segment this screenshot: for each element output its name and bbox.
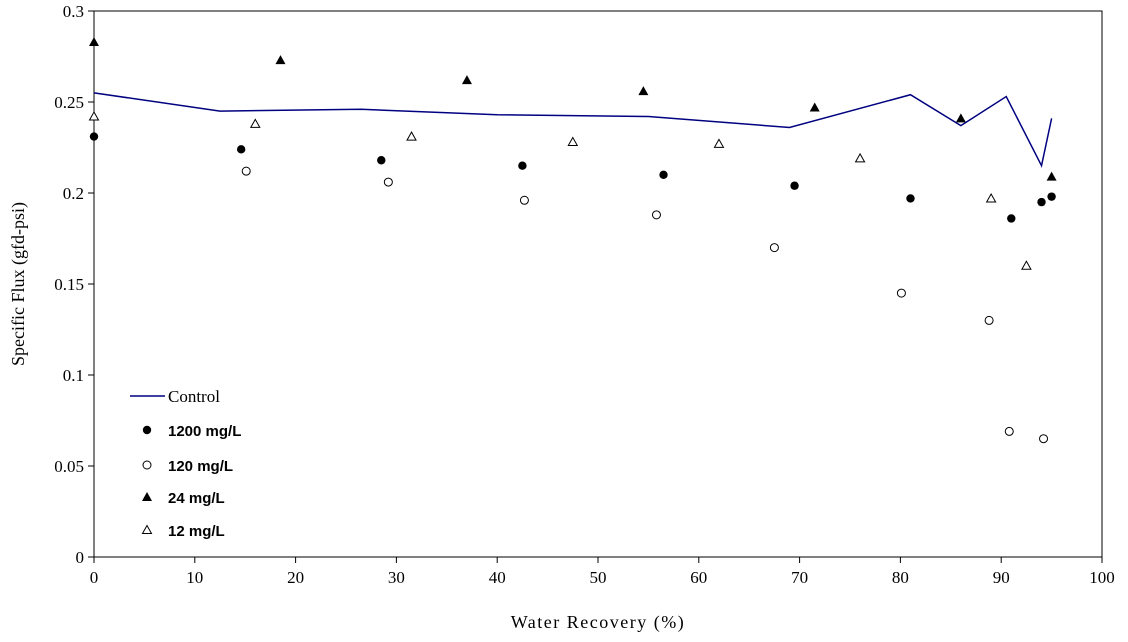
data-point-12-mg-l [713,138,725,148]
series-line-control [93,92,1053,168]
x-axis-title: Water Recovery (%) [511,612,685,633]
data-point-1200-mg-l [1007,214,1016,223]
x-tick-label: 20 [287,568,304,587]
series-120-mg-l [241,166,1049,444]
legend: Control 1200 mg/L 120 mg/L 24 mg/L 12 mg… [130,387,241,540]
data-point-24-mg-l [809,102,820,112]
data-point-24-mg-l [955,113,966,123]
data-point-120-mg-l [651,210,661,220]
series-12-mg-l [88,111,1032,270]
data-point-12-mg-l [1021,260,1032,270]
x-tick-label: 60 [690,568,707,587]
data-point-1200-mg-l [790,181,799,190]
x-tick-label: 40 [489,568,506,587]
data-point-1200-mg-l [659,170,668,179]
x-tick-label: 100 [1089,568,1115,587]
legend-label-120: 120 mg/L [168,458,233,475]
data-point-24-mg-l [461,75,472,85]
data-point-1200-mg-l [377,156,386,165]
x-tick-label: 30 [388,568,405,587]
data-point-1200-mg-l [518,161,527,170]
legend-label-control: Control [168,387,220,406]
x-axis-ticks: 0 10 20 30 40 50 60 70 80 90 100 [90,557,1115,587]
data-point-120-mg-l [1039,434,1049,444]
legend-symbol [142,460,152,470]
data-point-1200-mg-l [1047,192,1056,201]
series-1200-mg-l [89,132,1056,223]
y-tick-label: 0 [76,548,85,567]
y-tick-label: 0.05 [54,457,84,476]
x-tick-label: 70 [791,568,808,587]
y-tick-label: 0.3 [63,2,84,21]
legend-marker-1200 [142,425,152,435]
data-point-12-mg-l [854,152,866,163]
plot-area [93,10,1103,558]
y-axis-ticks: 0 0.05 0.1 0.15 0.2 0.25 0.3 [54,2,94,567]
data-point-24-mg-l [638,86,649,96]
series-24-mg-l [89,36,1057,181]
x-tick-label: 80 [892,568,909,587]
legend-symbol [141,524,153,534]
data-point-120-mg-l [1004,426,1014,436]
data-point-12-mg-l [249,118,261,128]
data-point-120-mg-l [984,315,994,325]
data-point-1200-mg-l [236,145,246,154]
series-layer [88,36,1057,444]
data-point-1200-mg-l [906,194,915,203]
legend-symbol [142,425,152,435]
legend-marker-12 [141,524,153,534]
data-point-24-mg-l [275,55,286,65]
data-point-120-mg-l [769,243,779,253]
data-point-12-mg-l [985,192,997,203]
data-point-12-mg-l [567,136,579,147]
x-tick-label: 0 [90,568,99,587]
data-point-12-mg-l [88,111,100,121]
data-point-1200-mg-l [1037,197,1046,207]
data-point-120-mg-l [383,177,393,187]
legend-label-12: 12 mg/L [168,523,225,540]
x-tick-label: 90 [993,568,1010,587]
y-tick-label: 0.1 [63,366,84,385]
data-point-120-mg-l [519,195,529,205]
legend-symbol [142,492,152,501]
data-point-120-mg-l [896,288,906,298]
y-tick-label: 0.15 [54,275,84,294]
data-point-12-mg-l [406,131,417,141]
legend-label-1200: 1200 mg/L [168,423,241,440]
y-tick-label: 0.2 [63,184,84,203]
legend-marker-24 [142,492,152,501]
y-axis-title: Specific Flux (gfd-psi) [8,202,29,366]
x-tick-label: 10 [186,568,203,587]
data-point-24-mg-l [89,36,99,46]
data-point-1200-mg-l [89,132,99,141]
legend-label-24: 24 mg/L [168,490,225,507]
data-point-24-mg-l [1046,171,1057,181]
data-point-120-mg-l [241,166,251,176]
legend-marker-120 [142,460,152,470]
y-tick-label: 0.25 [54,93,84,112]
x-tick-label: 50 [590,568,607,587]
